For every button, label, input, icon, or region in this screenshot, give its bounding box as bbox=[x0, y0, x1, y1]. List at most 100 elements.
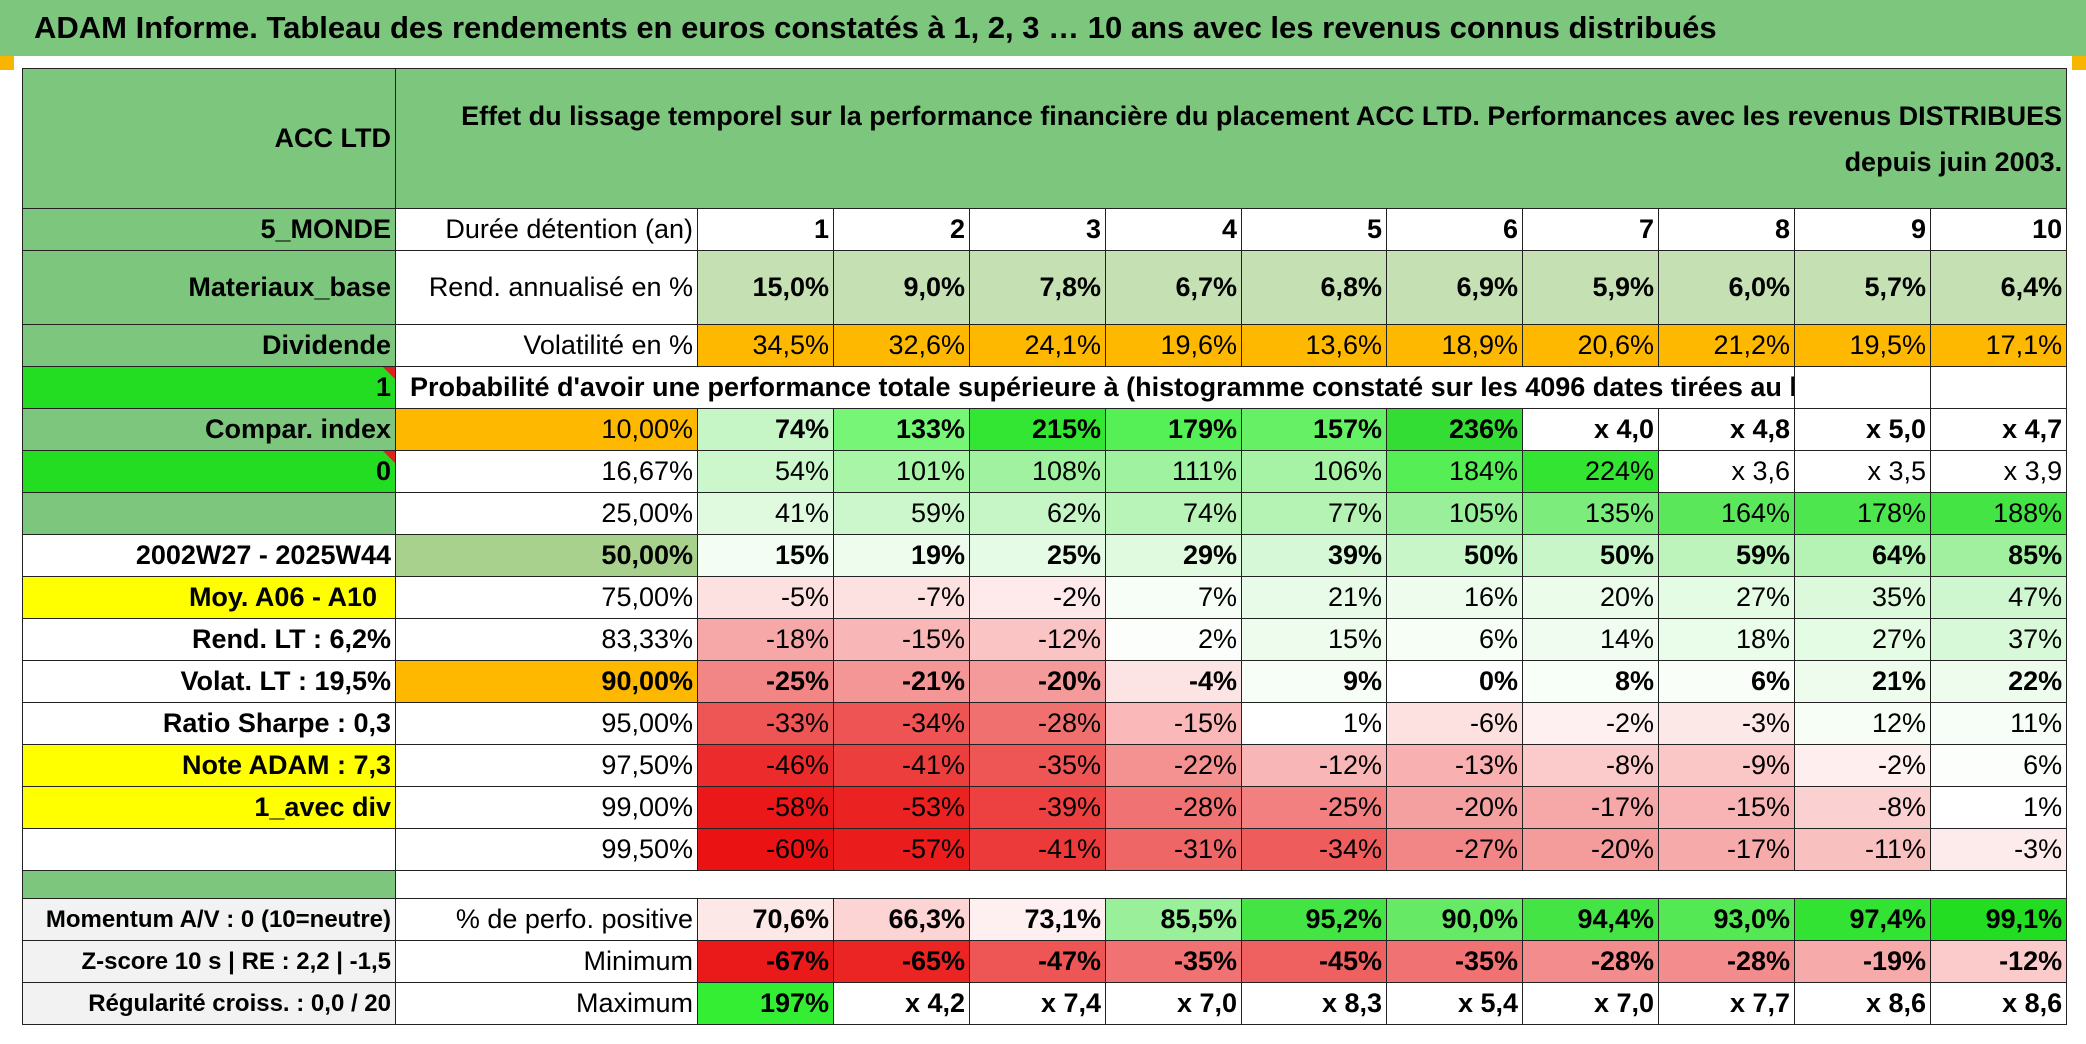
vol-cell: 19,6% bbox=[1105, 324, 1242, 367]
fund-description: Effet du lissage temporel sur la perform… bbox=[394, 68, 2068, 209]
probability-cell: 1% bbox=[1929, 786, 2068, 829]
min-cell: -19% bbox=[1794, 940, 1931, 983]
probability-cell: -46% bbox=[697, 744, 834, 787]
probability-cell: -3% bbox=[1929, 828, 2068, 871]
max-cell: x 4,2 bbox=[833, 982, 970, 1025]
year-header: 3 bbox=[969, 208, 1106, 251]
probability-cell: -2% bbox=[1794, 744, 1931, 787]
rend-label: Rend. annualisé en % bbox=[395, 250, 698, 325]
probability-cell: 41% bbox=[697, 492, 834, 535]
probability-row: Ratio Sharpe : 0,3 95,00% -33% -34% -28% -15%… bbox=[22, 702, 2068, 745]
separator-cell bbox=[394, 870, 2068, 899]
corner-marker-left bbox=[0, 56, 14, 70]
avec-div-label: 1_avec div bbox=[22, 786, 396, 829]
vol-cell: 32,6% bbox=[833, 324, 970, 367]
probability-threshold: 10,00% bbox=[395, 408, 698, 451]
probability-cell: -2% bbox=[969, 576, 1106, 619]
fund-name: ACC LTD bbox=[22, 68, 396, 209]
pos-cell: 99,1% bbox=[1929, 898, 2068, 941]
probability-cell: 133% bbox=[833, 408, 970, 451]
probability-cell: 21% bbox=[1794, 660, 1931, 703]
year-header: 10 bbox=[1929, 208, 2068, 251]
probability-cell: -15% bbox=[1658, 786, 1795, 829]
probability-row: Note ADAM : 7,3 97,50% -46% -41% -35% -22% -12… bbox=[22, 744, 2068, 787]
probability-cell: -60% bbox=[697, 828, 834, 871]
probability-threshold: 50,00% bbox=[395, 534, 698, 577]
probability-cell: 106% bbox=[1241, 450, 1387, 493]
vol-cell: 18,9% bbox=[1386, 324, 1523, 367]
sharpe-label: Ratio Sharpe : 0,3 bbox=[22, 702, 396, 745]
probability-cell: 9% bbox=[1241, 660, 1387, 703]
probability-cell: 215% bbox=[969, 408, 1106, 451]
vol-cell: 13,6% bbox=[1241, 324, 1387, 367]
probability-cell: 21% bbox=[1241, 576, 1387, 619]
probability-cell: 236% bbox=[1386, 408, 1523, 451]
flag-cell-1: 1 bbox=[22, 366, 396, 409]
probability-cell: 164% bbox=[1658, 492, 1795, 535]
probability-cell: 39% bbox=[1241, 534, 1387, 577]
min-label: Minimum bbox=[395, 940, 698, 983]
max-row: Régularité croiss. : 0,0 / 20 Maximum 197%… bbox=[22, 982, 2068, 1025]
pos-row: Momentum A/V : 0 (10=neutre)% de perfo. … bbox=[22, 898, 2068, 941]
rend-cell: 7,8% bbox=[969, 250, 1106, 325]
vol-label: Volatilité en % bbox=[395, 324, 698, 367]
probability-cell: -17% bbox=[1522, 786, 1659, 829]
probability-cell: -12% bbox=[969, 618, 1106, 661]
probability-cell: 74% bbox=[697, 408, 834, 451]
probability-cell: 12% bbox=[1794, 702, 1931, 745]
probability-cell: x 4,8 bbox=[1658, 408, 1795, 451]
year-header: 6 bbox=[1386, 208, 1523, 251]
probability-row: Compar. index 10,00% 74% 133% 215% 179% 157% 23… bbox=[22, 408, 2068, 451]
flag-cell-2: 0 bbox=[22, 450, 396, 493]
year-header: 1 bbox=[697, 208, 834, 251]
probability-cell: -6% bbox=[1386, 702, 1523, 745]
vol-cell: 21,2% bbox=[1658, 324, 1795, 367]
returns-table: ACC LTD Effet du lissage temporel sur la… bbox=[22, 68, 2068, 1025]
probability-cell: -33% bbox=[697, 702, 834, 745]
probability-cell: 6% bbox=[1386, 618, 1523, 661]
probability-threshold: 90,00% bbox=[395, 660, 698, 703]
probability-cell: 27% bbox=[1794, 618, 1931, 661]
probability-cell: -22% bbox=[1105, 744, 1242, 787]
rend-lt-label: Rend. LT : 6,2% bbox=[22, 618, 396, 661]
regularite-label: Régularité croiss. : 0,0 / 20 bbox=[22, 982, 396, 1025]
probability-cell: 2% bbox=[1105, 618, 1242, 661]
volat-lt-label: Volat. LT : 19,5% bbox=[22, 660, 396, 703]
probability-cell: -25% bbox=[697, 660, 834, 703]
probability-cell: 15% bbox=[697, 534, 834, 577]
probability-cell: -34% bbox=[833, 702, 970, 745]
pos-cell: 94,4% bbox=[1522, 898, 1659, 941]
probability-cell: -5% bbox=[697, 576, 834, 619]
probability-cell: x 5,0 bbox=[1794, 408, 1931, 451]
min-cell: -12% bbox=[1929, 940, 2068, 983]
probability-cell: 111% bbox=[1105, 450, 1242, 493]
probability-threshold: 75,00% bbox=[395, 576, 698, 619]
probability-cell: 7% bbox=[1105, 576, 1242, 619]
probability-row: Rend. LT : 6,2% 83,33% -18% -15% -12% 2% 15% 6%… bbox=[22, 618, 2068, 661]
probability-cell: -35% bbox=[969, 744, 1106, 787]
period-label: 2002W27 - 2025W44 bbox=[22, 534, 396, 577]
probability-cell: 62% bbox=[969, 492, 1106, 535]
probability-row: 0 16,67% 54% 101% 108% 111% 106% 184% 224% x 3,6 x… bbox=[22, 450, 2068, 493]
probability-row: Moy. A06 - A10 75,00% -5% -7% -2% 7% 21% 16% 20%… bbox=[22, 576, 2068, 619]
max-cell: x 8,6 bbox=[1794, 982, 1931, 1025]
min-cell: -35% bbox=[1105, 940, 1242, 983]
probability-cell: 59% bbox=[1658, 534, 1795, 577]
min-cell: -35% bbox=[1386, 940, 1523, 983]
rend-cell: 6,9% bbox=[1386, 250, 1523, 325]
probability-cell: -13% bbox=[1386, 744, 1523, 787]
max-cell: x 5,4 bbox=[1386, 982, 1523, 1025]
probability-cell: -20% bbox=[1386, 786, 1523, 829]
probability-cell: -4% bbox=[1105, 660, 1242, 703]
pos-cell: 70,6% bbox=[697, 898, 834, 941]
probability-threshold: 97,50% bbox=[395, 744, 698, 787]
probability-cell: 54% bbox=[697, 450, 834, 493]
probability-cell: 101% bbox=[833, 450, 970, 493]
pos-cell: 73,1% bbox=[969, 898, 1106, 941]
probability-cell: 105% bbox=[1386, 492, 1523, 535]
empty-cell bbox=[1794, 366, 1931, 409]
probability-cell: 19% bbox=[833, 534, 970, 577]
pos-cell: 97,4% bbox=[1794, 898, 1931, 941]
probability-cell: -58% bbox=[697, 786, 834, 829]
year-header: 5 bbox=[1241, 208, 1387, 251]
